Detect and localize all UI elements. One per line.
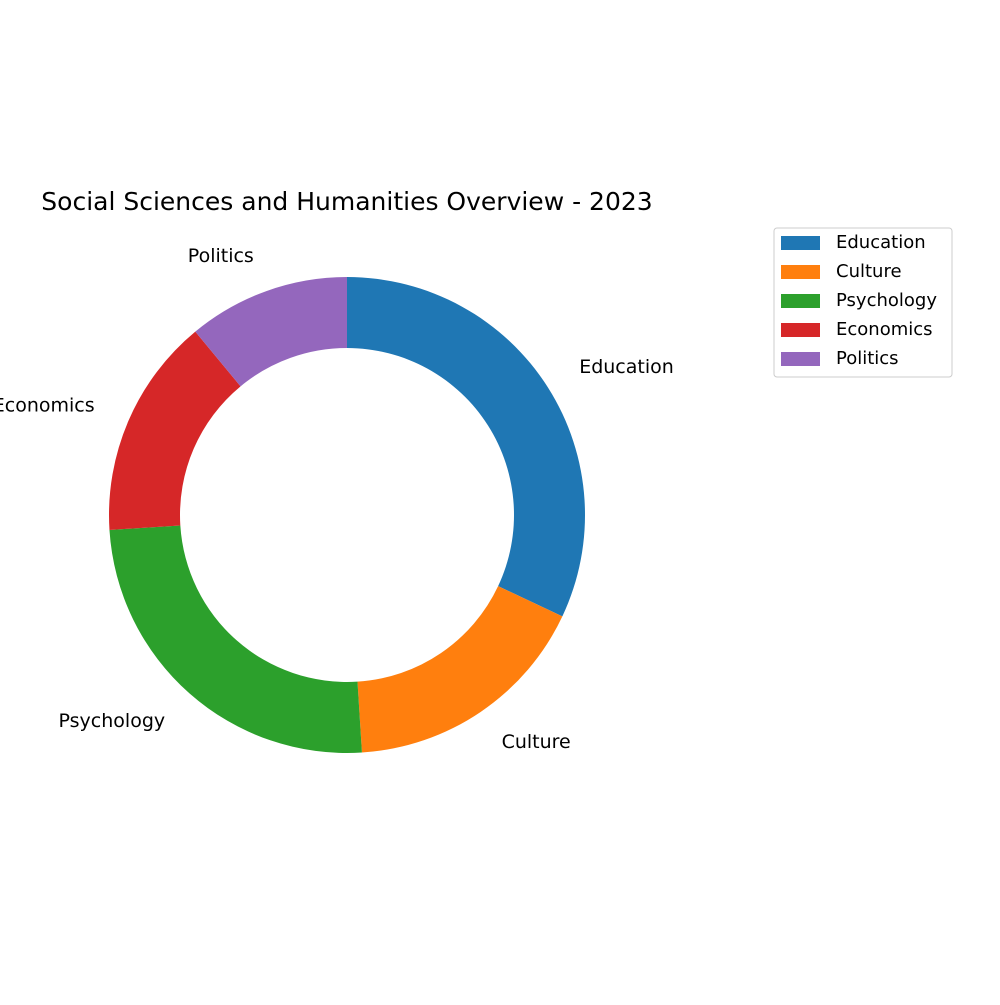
legend-label-politics: Politics [836, 348, 899, 369]
legend-label-psychology: Psychology [836, 290, 937, 311]
slice-culture [357, 586, 563, 753]
legend-swatch-education [781, 236, 820, 250]
slice-label-culture: Culture [502, 731, 571, 753]
legend-label-culture: Culture [836, 261, 902, 282]
legend-label-economics: Economics [836, 319, 933, 340]
legend-swatch-psychology [781, 294, 820, 308]
slice-label-politics: Politics [188, 245, 254, 267]
legend-swatch-economics [781, 323, 820, 337]
legend-label-education: Education [836, 232, 926, 253]
donut-slices [108, 277, 585, 753]
legend: Education Culture Psychology Economics Polit… [773, 227, 953, 378]
slice-education [347, 277, 585, 617]
slice-label-psychology: Psychology [59, 710, 166, 732]
legend-swatch-politics [781, 352, 820, 366]
slice-economics [108, 331, 241, 530]
slice-label-economics: Economics [0, 394, 95, 416]
chart-title: Social Sciences and Humanities Overview … [41, 187, 652, 216]
slice-labels: Education Culture Psychology Economics Polit… [0, 245, 674, 753]
slice-politics [195, 277, 347, 387]
legend-swatch-culture [781, 265, 820, 279]
legend-items: Education Culture Psychology Economics Polit… [781, 232, 937, 369]
slice-label-education: Education [579, 356, 674, 378]
slice-psychology [109, 525, 362, 753]
